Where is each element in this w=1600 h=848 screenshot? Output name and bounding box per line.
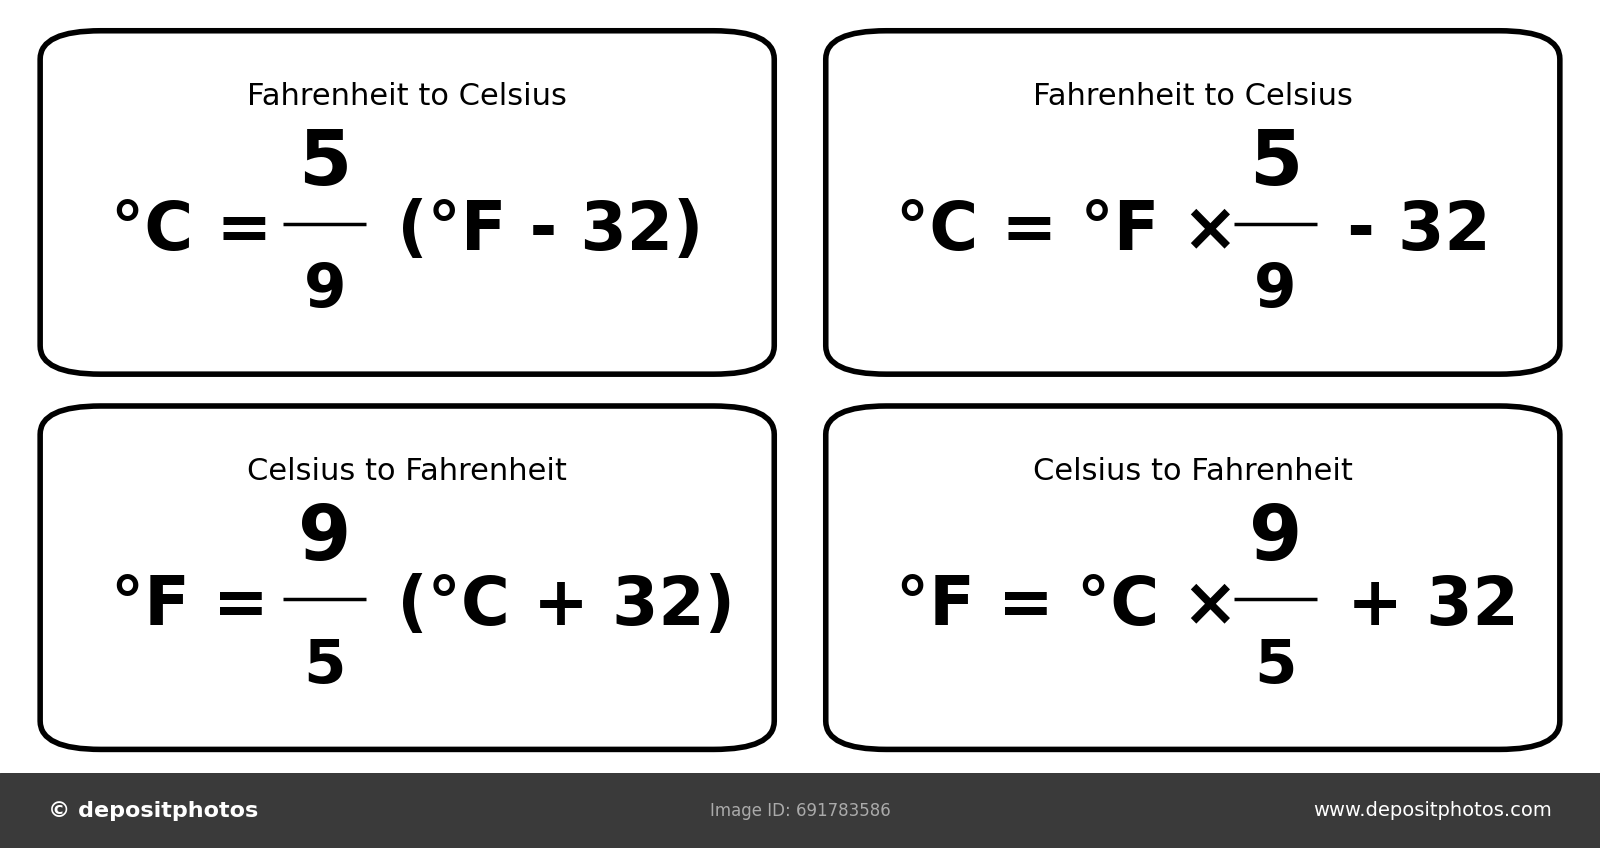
FancyBboxPatch shape [40, 406, 774, 750]
FancyBboxPatch shape [40, 31, 774, 374]
FancyBboxPatch shape [826, 406, 1560, 750]
Text: 9: 9 [1254, 261, 1296, 321]
Text: °C =: °C = [110, 198, 294, 264]
Text: Fahrenheit to Celsius: Fahrenheit to Celsius [1034, 81, 1352, 111]
Text: Celsius to Fahrenheit: Celsius to Fahrenheit [1034, 457, 1352, 486]
Text: 9: 9 [298, 502, 352, 576]
Text: Celsius to Fahrenheit: Celsius to Fahrenheit [248, 457, 566, 486]
Text: © depositphotos: © depositphotos [48, 801, 258, 821]
Text: (°C + 32): (°C + 32) [374, 573, 734, 639]
FancyBboxPatch shape [826, 31, 1560, 374]
Text: °C = °F ×: °C = °F × [896, 198, 1262, 264]
Text: 9: 9 [1248, 502, 1302, 576]
Text: + 32: + 32 [1325, 573, 1520, 639]
Text: 5: 5 [304, 637, 346, 695]
Text: 5: 5 [1248, 126, 1302, 200]
Text: Image ID: 691783586: Image ID: 691783586 [710, 801, 890, 820]
Text: Fahrenheit to Celsius: Fahrenheit to Celsius [248, 81, 566, 111]
Text: - 32: - 32 [1325, 198, 1491, 264]
Text: °F = °C ×: °F = °C × [896, 573, 1262, 639]
Text: (°F - 32): (°F - 32) [374, 198, 704, 264]
Text: 5: 5 [1254, 637, 1296, 695]
Text: www.depositphotos.com: www.depositphotos.com [1314, 801, 1552, 820]
Text: °F =: °F = [110, 573, 291, 639]
Text: 5: 5 [298, 126, 352, 200]
Text: 9: 9 [304, 261, 346, 321]
